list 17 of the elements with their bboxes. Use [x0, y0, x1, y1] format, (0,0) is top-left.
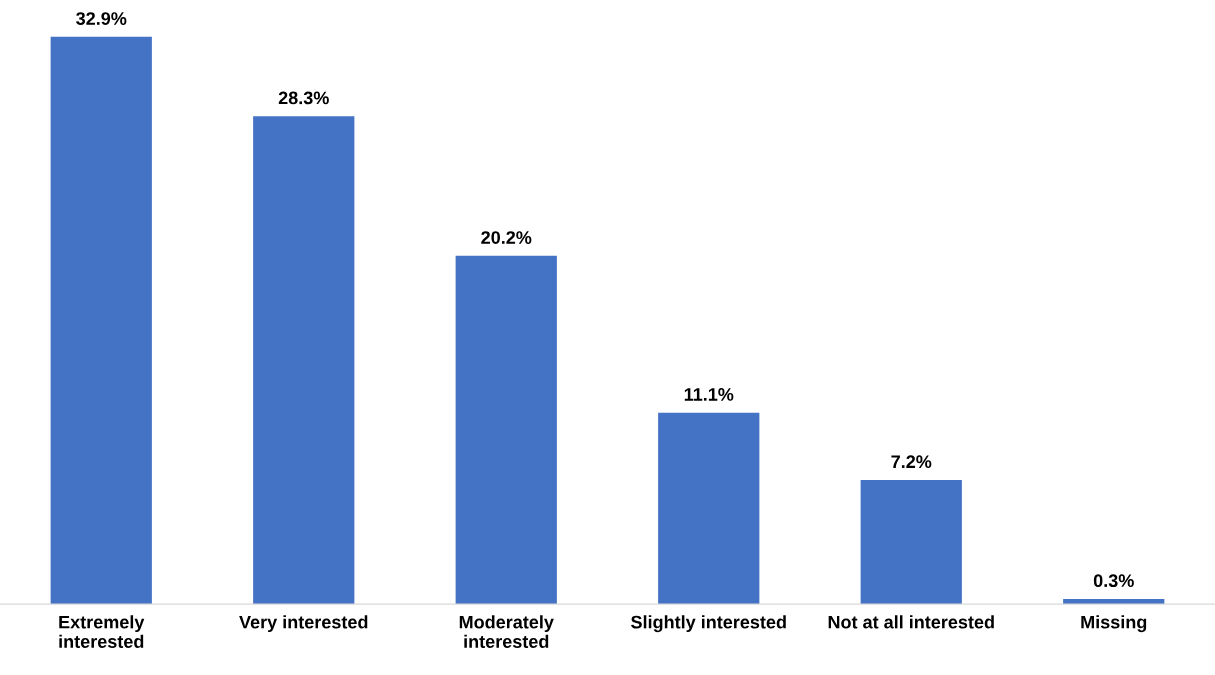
data-label: 20.2%	[481, 231, 532, 244]
bar	[658, 412, 760, 605]
x-tick-label: Not at all interested	[828, 615, 994, 629]
data-label: 7.2%	[891, 455, 932, 469]
x-tick-label: Very interested	[239, 615, 368, 633]
bar	[50, 36, 152, 605]
x-tick-label: Missing	[1081, 615, 1147, 633]
x-tick-label: Slightly interested	[631, 615, 786, 633]
data-label: 0.3%	[1093, 574, 1134, 588]
x-tick-label: Extremely interested	[59, 615, 145, 648]
data-label: 32.9%	[76, 12, 127, 25]
bar	[253, 116, 355, 605]
bar	[455, 255, 557, 605]
data-label: 11.1%	[684, 388, 734, 401]
data-label: 28.3%	[278, 91, 329, 105]
bar	[860, 479, 962, 605]
x-tick-label: Moderately interested	[459, 615, 554, 648]
